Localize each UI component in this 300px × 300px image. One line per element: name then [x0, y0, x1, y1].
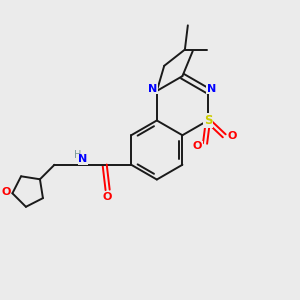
Text: O: O [103, 192, 112, 202]
Text: O: O [193, 142, 202, 152]
Text: O: O [228, 131, 237, 141]
Text: O: O [1, 187, 10, 197]
Text: S: S [204, 114, 212, 127]
Text: N: N [148, 84, 157, 94]
Text: N: N [79, 154, 88, 164]
Text: H: H [74, 150, 81, 160]
Text: N: N [207, 84, 216, 94]
